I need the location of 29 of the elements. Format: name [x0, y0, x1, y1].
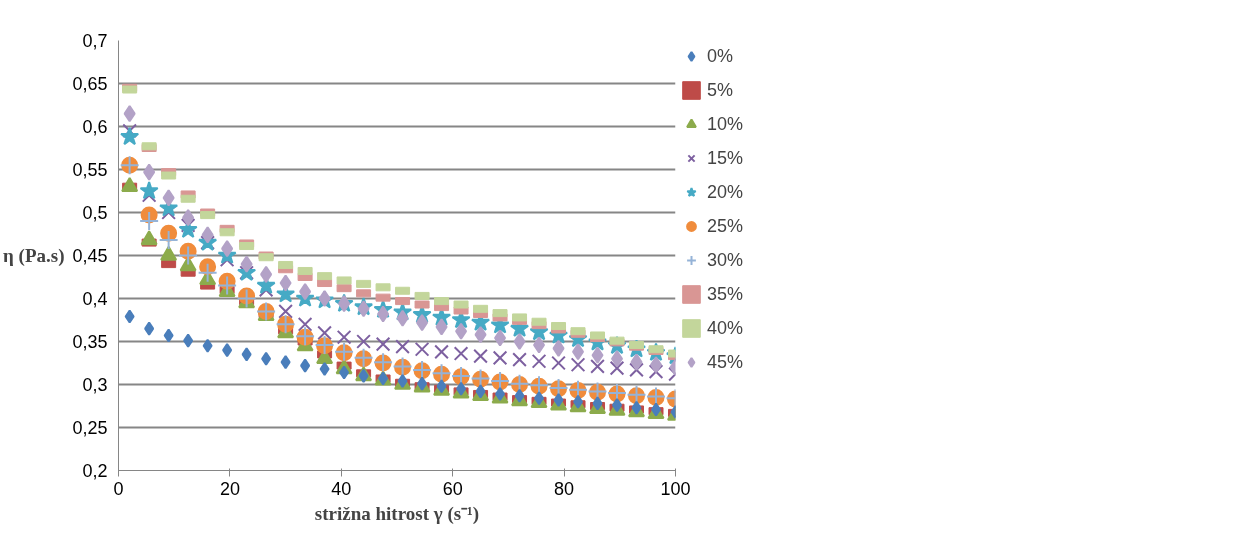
y-tick-label: 0,25 — [72, 418, 108, 438]
x-axis-title: strižna hitrost γ (s⁻¹) — [314, 502, 480, 525]
y-tick-label: 0,4 — [82, 289, 108, 309]
legend-label: 35% — [707, 283, 745, 305]
x-tick-label: 40 — [331, 478, 352, 499]
y-tick-label: 0,55 — [72, 160, 108, 180]
x-tick-label: 100 — [660, 478, 691, 499]
y-tick-label: 0,2 — [82, 461, 108, 481]
x-tick-label: 0 — [113, 478, 124, 499]
legend-label: 20% — [707, 181, 745, 203]
legend-label: 5% — [707, 79, 734, 101]
legend-label: 0% — [707, 45, 734, 67]
y-tick-label: 0,7 — [82, 31, 108, 51]
x-tick-label: 20 — [219, 478, 240, 499]
legend-label: 25% — [707, 215, 745, 237]
legend-label: 40% — [707, 317, 745, 339]
legend-label: 30% — [707, 249, 745, 271]
y-axis-title: η (Pa.s) — [3, 245, 65, 267]
legend-label: 10% — [707, 113, 745, 135]
x-tick-label: 60 — [442, 478, 463, 499]
y-tick-label: 0,65 — [72, 74, 108, 94]
legend-label: 45% — [707, 351, 745, 373]
y-tick-label: 0,45 — [72, 246, 108, 266]
y-tick-label: 0,5 — [82, 203, 108, 223]
x-tick-label: 80 — [554, 478, 575, 499]
legend-label: 15% — [707, 147, 745, 169]
y-tick-label: 0,35 — [72, 332, 108, 352]
y-tick-label: 0,3 — [82, 375, 108, 395]
y-tick-label: 0,6 — [82, 117, 108, 137]
